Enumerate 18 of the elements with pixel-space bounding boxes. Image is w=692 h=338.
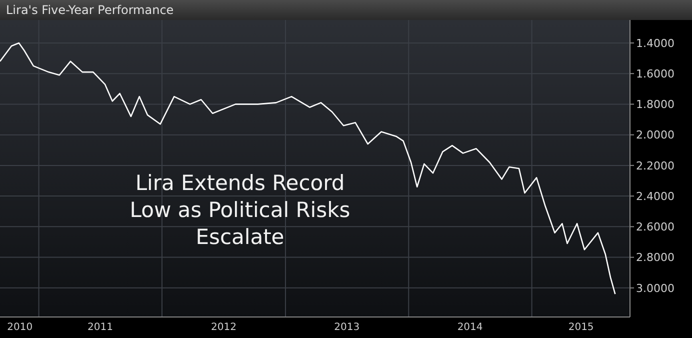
chart-title: Lira's Five-Year Performance: [0, 0, 692, 20]
y-tick-label: 2.2000: [636, 159, 674, 172]
x-tick-label: 2012: [210, 322, 236, 334]
y-tick-label: 2.6000: [636, 220, 674, 234]
y-tick-label: 1.8000: [636, 98, 674, 112]
y-tick-label: 2.4000: [636, 190, 674, 203]
x-tick-label: 2011: [87, 322, 113, 334]
x-tick-label: 2014: [457, 322, 483, 334]
x-tick-label: 2010: [7, 322, 33, 334]
y-tick-label: 1.4000: [636, 36, 674, 50]
y-tick-label: 1.6000: [636, 67, 674, 80]
x-tick-label: 2015: [568, 322, 594, 334]
line-series: [0, 42, 616, 295]
y-tick-label: 3.0000: [636, 282, 674, 295]
y-tick-label: 2.0000: [636, 128, 674, 142]
y-tick-label: 2.8000: [636, 251, 674, 264]
x-tick-label: 2013: [334, 322, 360, 334]
annotation: Lira Extends Record Low as Political Risks Escalate: [128, 170, 352, 251]
